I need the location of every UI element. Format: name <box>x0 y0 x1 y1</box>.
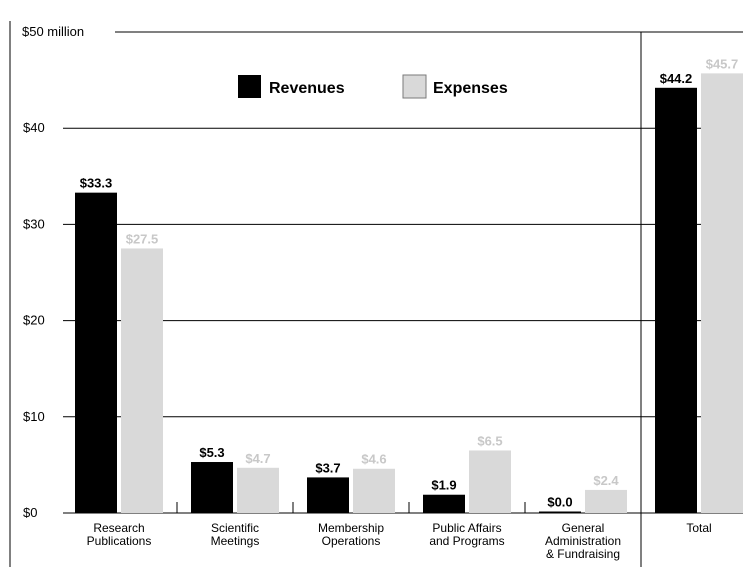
legend-swatch-expenses <box>402 74 427 99</box>
bar-revenues-5 <box>655 87 697 514</box>
y-tick-label: $30 <box>23 216 45 231</box>
bar-revenues-1 <box>191 462 233 513</box>
x-tick-label: & Fundraising <box>546 547 620 561</box>
axes: $0 $10 $20 $30 $40 $50 million ResearchPublica… <box>9 21 743 567</box>
x-tick-label: Operations <box>322 534 381 548</box>
x-tick-label: Public Affairs <box>432 521 501 535</box>
legend: Revenues Expenses <box>238 74 508 99</box>
bar-expenses-0 <box>121 248 163 513</box>
bar-revenues-4 <box>539 511 581 513</box>
bars <box>75 73 743 514</box>
data-label-expenses-5: $45.7 <box>706 56 739 71</box>
legend-label-expenses: Expenses <box>433 80 508 97</box>
bar-expenses-2 <box>353 468 395 513</box>
data-label-expenses-4: $2.4 <box>593 473 619 488</box>
y-tick-label: $20 <box>23 313 45 328</box>
y-tick-label: $50 million <box>22 24 84 39</box>
data-label-revenues-1: $5.3 <box>199 445 224 460</box>
data-label-expenses-1: $4.7 <box>245 451 270 466</box>
bar-expenses-5 <box>701 73 743 513</box>
x-tick-label: and Programs <box>429 534 504 548</box>
y-tick-label: $10 <box>23 409 45 424</box>
legend-label-revenues: Revenues <box>269 80 345 97</box>
data-label-expenses-0: $27.5 <box>126 231 159 246</box>
data-label-expenses-2: $4.6 <box>361 452 386 467</box>
x-tick-label: Meetings <box>211 534 260 548</box>
gridlines <box>63 31 743 418</box>
bar-revenues-3 <box>423 494 465 513</box>
data-label-revenues-2: $3.7 <box>315 460 340 475</box>
legend-swatch-revenues <box>238 75 261 98</box>
x-tick-label: Scientific <box>211 521 259 535</box>
data-label-revenues-0: $33.3 <box>80 176 113 191</box>
bar-expenses-4 <box>585 489 627 513</box>
x-tick-label: Membership <box>318 521 384 535</box>
bar-revenues-0 <box>75 192 117 514</box>
data-label-revenues-5: $44.2 <box>660 71 693 86</box>
bar-expenses-1 <box>237 467 279 513</box>
x-tick-label: Research <box>93 521 144 535</box>
x-tick-label: Total <box>686 521 711 535</box>
y-tick-label: $0 <box>23 505 37 520</box>
x-tick-label: Administration <box>545 534 621 548</box>
data-label-revenues-4: $0.0 <box>547 495 572 510</box>
bar-expenses-3 <box>469 450 511 513</box>
data-label-expenses-3: $6.5 <box>477 433 502 448</box>
bar-revenues-2 <box>307 477 349 513</box>
data-labels: $33.3 $5.3 $3.7 $1.9 $0.0 $44.2 $27.5 $4.7 $4.6 $… <box>80 56 739 509</box>
y-tick-label: $40 <box>23 120 45 135</box>
x-tick-label: General <box>562 521 605 535</box>
x-tick-label: Publications <box>87 534 152 548</box>
data-label-revenues-3: $1.9 <box>431 478 456 493</box>
